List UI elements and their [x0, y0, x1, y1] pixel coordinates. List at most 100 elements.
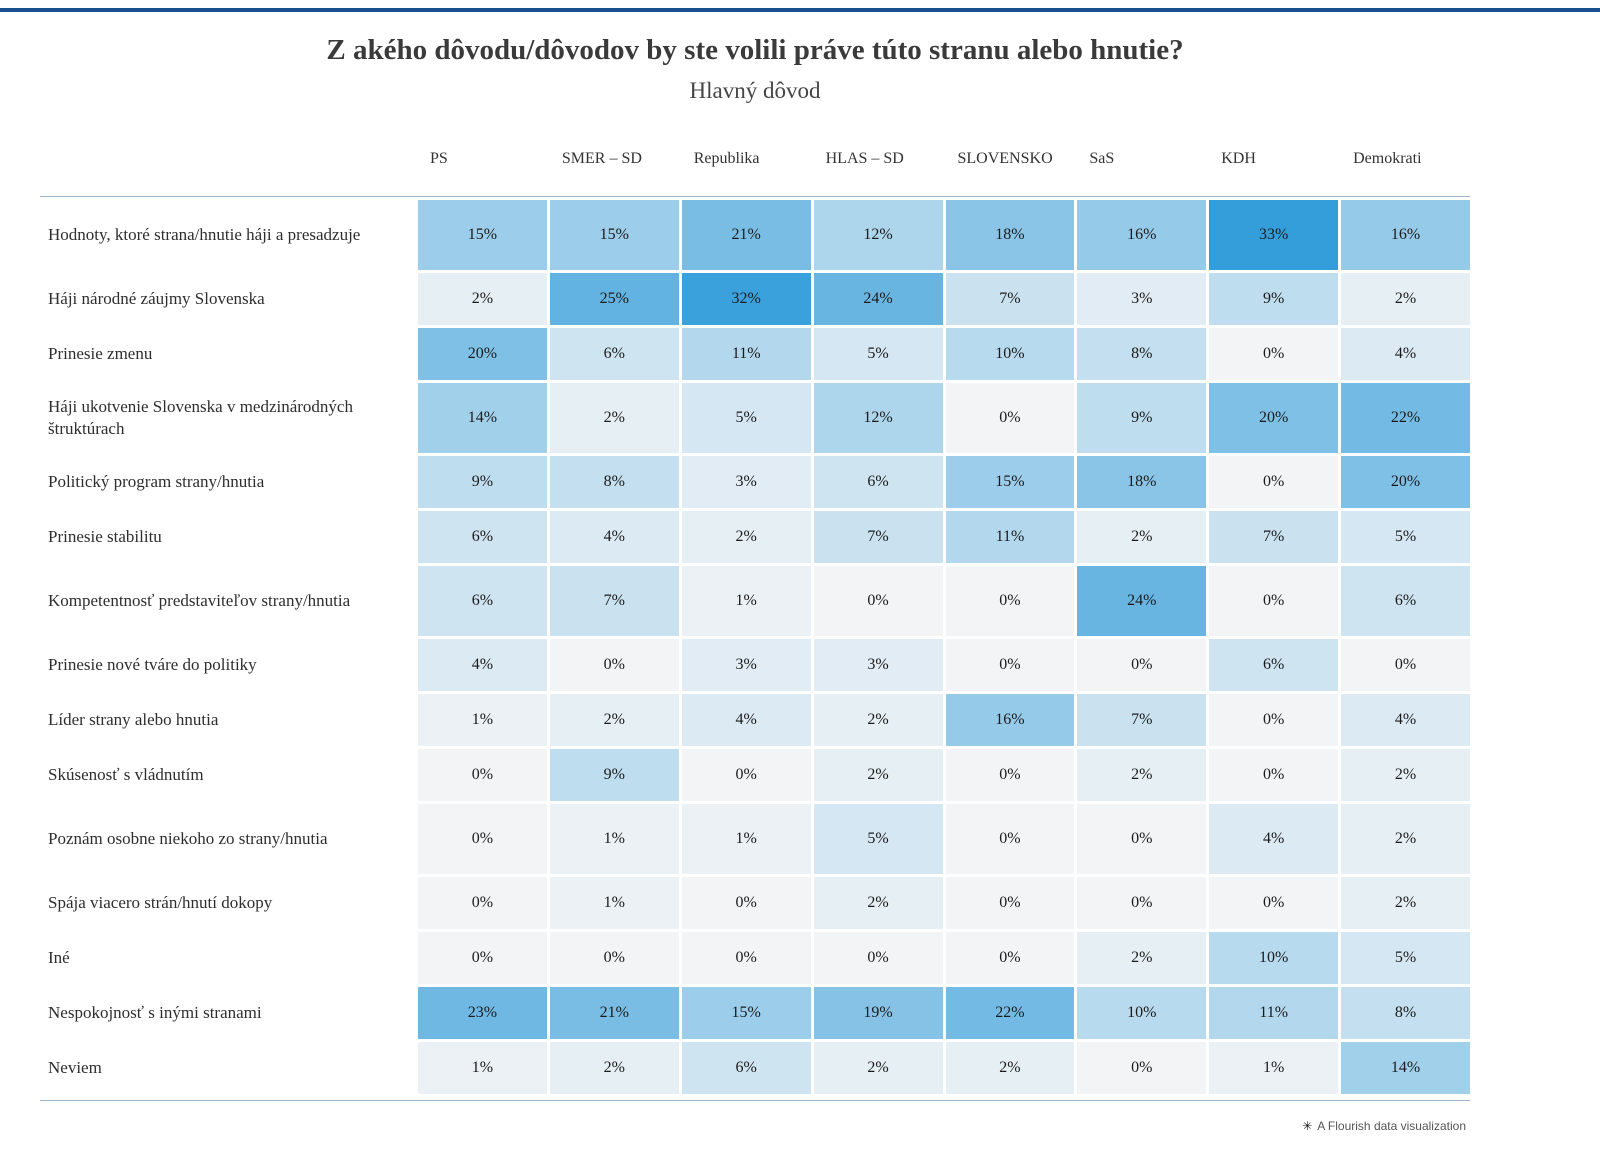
heatmap-cell: 12% [813, 383, 943, 454]
heatmap-cell: 2% [1077, 511, 1207, 564]
heatmap-cell: 0% [945, 749, 1075, 802]
flourish-credit-link[interactable]: A Flourish data visualization [1317, 1119, 1466, 1134]
heatmap-cell: 6% [813, 456, 943, 509]
heatmap-cell: 0% [1209, 749, 1339, 802]
heatmap-cell: 3% [681, 456, 811, 509]
heatmap-cell: 0% [1209, 328, 1339, 381]
top-accent-bar [0, 8, 1600, 12]
heatmap-cell: 15% [681, 987, 811, 1040]
heatmap-cell: 10% [1209, 932, 1339, 985]
heatmap-cell: 16% [945, 694, 1075, 747]
heatmap-cell: 7% [1209, 511, 1339, 564]
heatmap-cell: 7% [945, 273, 1075, 326]
heatmap-cell: 0% [1209, 566, 1339, 637]
heatmap-cell: 2% [813, 877, 943, 930]
row-label: Spája viacero strán/hnutí dokopy [40, 877, 415, 930]
heatmap-cell: 14% [1341, 1042, 1470, 1095]
heatmap-cell: 1% [681, 804, 811, 875]
heatmap-cell: 9% [549, 749, 679, 802]
heatmap-cell: 3% [681, 639, 811, 692]
heatmap-cell: 9% [1077, 383, 1207, 454]
heatmap-cell: 11% [681, 328, 811, 381]
row-label: Neviem [40, 1042, 415, 1095]
heatmap-cell: 1% [549, 804, 679, 875]
heatmap-cell: 21% [549, 987, 679, 1040]
column-header: KDH [1221, 150, 1256, 168]
chart-container: Z akého dôvodu/dôvodov by ste volili prá… [40, 32, 1470, 1133]
heatmap-cell: 32% [681, 273, 811, 326]
heatmap-cell: 2% [549, 383, 679, 454]
row-label: Poznám osobne niekoho zo strany/hnutia [40, 804, 415, 875]
heatmap-cell: 0% [1209, 694, 1339, 747]
heatmap-cell: 20% [418, 328, 547, 381]
heatmap-cell: 2% [681, 511, 811, 564]
heatmap-cell: 11% [945, 511, 1075, 564]
heatmap-cell: 0% [1077, 877, 1207, 930]
heatmap-cell: 5% [813, 804, 943, 875]
heatmap-cell: 8% [1341, 987, 1470, 1040]
heatmap-cell: 5% [681, 383, 811, 454]
heatmap-cell: 0% [1077, 639, 1207, 692]
heatmap-cell: 2% [813, 694, 943, 747]
row-label: Skúsenosť s vládnutím [40, 749, 415, 802]
row-label: Hodnoty, ktoré strana/hnutie háji a pres… [40, 200, 415, 271]
heatmap-cell: 18% [1077, 456, 1207, 509]
heatmap-cell: 6% [418, 511, 547, 564]
heatmap-cell: 0% [418, 932, 547, 985]
heatmap-cell: 9% [1209, 273, 1339, 326]
heatmap-cell: 20% [1209, 383, 1339, 454]
heatmap-table: Hodnoty, ktoré strana/hnutie háji a pres… [40, 200, 1470, 1095]
flourish-icon: ✳ [1302, 1119, 1313, 1134]
heatmap-cell: 19% [813, 987, 943, 1040]
heatmap-cell: 3% [1077, 273, 1207, 326]
heatmap-cell: 1% [1209, 1042, 1339, 1095]
footer: ✳ A Flourish data visualization [40, 1119, 1470, 1133]
chart-title: Z akého dôvodu/dôvodov by ste volili prá… [326, 34, 1184, 66]
heatmap-cell: 4% [1341, 694, 1470, 747]
heatmap-cell: 2% [813, 1042, 943, 1095]
heatmap-cell: 2% [1341, 273, 1470, 326]
heatmap-cell: 1% [418, 694, 547, 747]
heatmap-cell: 10% [1077, 987, 1207, 1040]
row-label: Kompetentnosť predstaviteľov strany/hnut… [40, 566, 415, 637]
heatmap-cell: 20% [1341, 456, 1470, 509]
heatmap-cell: 1% [549, 877, 679, 930]
heatmap-cell: 0% [945, 804, 1075, 875]
heatmap-cell: 0% [418, 804, 547, 875]
heatmap-cell: 0% [681, 749, 811, 802]
row-label: Nespokojnosť s inými stranami [40, 987, 415, 1040]
heatmap-cell: 0% [1341, 639, 1470, 692]
heatmap-cell: 7% [1077, 694, 1207, 747]
heatmap-cell: 0% [813, 566, 943, 637]
heatmap-cell: 24% [1077, 566, 1207, 637]
heatmap-cell: 24% [813, 273, 943, 326]
heatmap-cell: 6% [418, 566, 547, 637]
heatmap-cell: 0% [945, 639, 1075, 692]
heatmap-cell: 15% [418, 200, 547, 271]
heatmap-cell: 0% [813, 932, 943, 985]
heatmap-cell: 0% [418, 749, 547, 802]
heatmap-cell: 6% [1341, 566, 1470, 637]
heatmap-cell: 0% [549, 639, 679, 692]
row-label: Prinesie nové tváre do politiky [40, 639, 415, 692]
row-label: Politický program strany/hnutia [40, 456, 415, 509]
row-label: Líder strany alebo hnutia [40, 694, 415, 747]
heatmap-cell: 2% [1077, 932, 1207, 985]
heatmap-cell: 5% [1341, 932, 1470, 985]
heatmap-cell: 0% [1077, 1042, 1207, 1095]
heatmap-cell: 0% [681, 877, 811, 930]
heatmap-cell: 5% [1341, 511, 1470, 564]
heatmap-cell: 2% [1077, 749, 1207, 802]
heatmap-cell: 0% [1209, 456, 1339, 509]
heatmap-cell: 10% [945, 328, 1075, 381]
heatmap-cell: 2% [945, 1042, 1075, 1095]
heatmap-cell: 22% [1341, 383, 1470, 454]
chart-subtitle: Hlavný dôvod [689, 78, 821, 104]
heatmap-cell: 14% [418, 383, 547, 454]
heatmap-cell: 5% [813, 328, 943, 381]
heatmap-cell: 0% [549, 932, 679, 985]
heatmap-cell: 2% [418, 273, 547, 326]
heatmap-cell: 0% [1077, 804, 1207, 875]
heatmap-cell: 11% [1209, 987, 1339, 1040]
column-header: Republika [693, 150, 760, 168]
